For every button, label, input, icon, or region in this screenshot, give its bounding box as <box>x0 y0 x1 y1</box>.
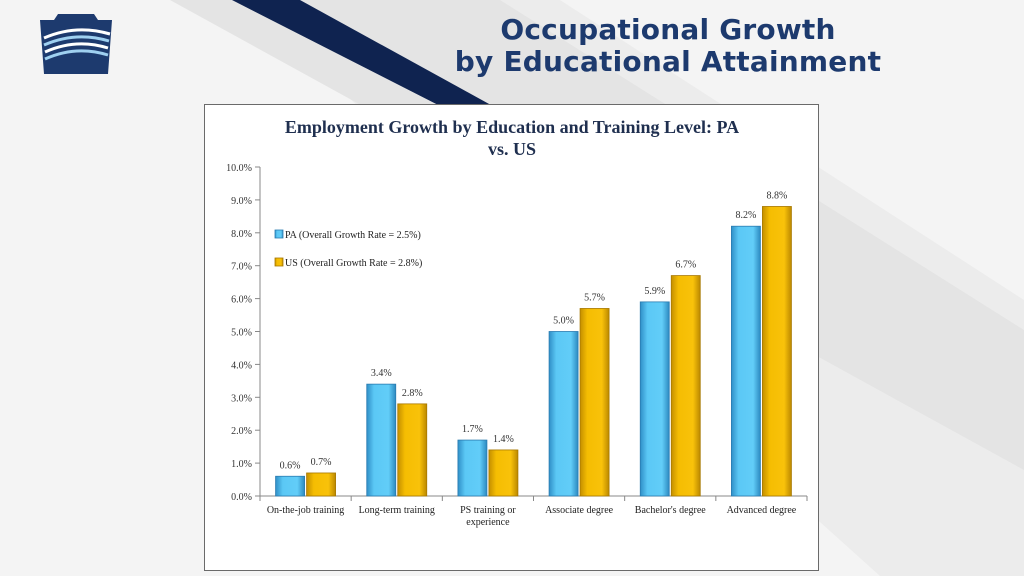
us-bar <box>670 275 701 497</box>
us-data-label: 8.8% <box>766 190 787 201</box>
pa-bar <box>639 301 670 497</box>
y-tick-label: 0.0% <box>231 492 252 503</box>
us-data-label: 2.8% <box>402 388 423 399</box>
legend-us-swatch <box>274 257 284 267</box>
us-bar <box>762 206 792 497</box>
y-tick-label: 1.0% <box>231 459 252 470</box>
us-data-label: 6.7% <box>675 260 696 271</box>
y-tick-label: 9.0% <box>231 196 252 207</box>
us-bar <box>488 449 519 497</box>
y-tick-label: 2.0% <box>231 426 252 437</box>
us-bar <box>306 472 336 497</box>
legend-pa-swatch <box>274 229 284 239</box>
x-category-label: Associate degree <box>545 505 614 516</box>
us-bar <box>579 308 610 497</box>
x-category-label: experience <box>466 517 510 528</box>
legend-us-label: US (Overall Growth Rate = 2.8%) <box>285 258 422 269</box>
x-category-label: Long-term training <box>359 505 435 516</box>
pa-data-label: 5.9% <box>644 286 665 297</box>
pa-data-label: 0.6% <box>280 460 301 471</box>
x-category-label: Bachelor's degree <box>635 505 706 516</box>
us-data-label: 1.4% <box>493 434 514 445</box>
bar-chart: Employment Growth by Education and Train… <box>226 117 808 528</box>
y-tick-label: 5.0% <box>231 328 252 339</box>
x-category-label: PS training or <box>460 505 516 516</box>
slide-title: Occupational Growth by Educational Attai… <box>440 14 896 78</box>
background-navy-stripe <box>232 0 500 110</box>
pa-bar <box>548 331 579 497</box>
pa-data-label: 1.7% <box>462 424 483 435</box>
x-category-label: On-the-job training <box>267 505 344 516</box>
y-tick-label: 6.0% <box>231 295 252 306</box>
x-category-label: Advanced degree <box>727 505 797 516</box>
y-tick-label: 8.0% <box>231 229 252 240</box>
y-tick-label: 3.0% <box>231 393 252 404</box>
chart-container: Employment Growth by Education and Train… <box>204 104 819 571</box>
pa-bar <box>366 383 397 497</box>
slide-title-line-2: by Educational Attainment <box>454 45 882 78</box>
us-data-label: 5.7% <box>584 292 605 303</box>
chart-title-line-2: vs. US <box>488 139 536 159</box>
keystone-logo-icon <box>40 14 112 74</box>
legend-pa-label: PA (Overall Growth Rate = 2.5%) <box>285 230 421 241</box>
pa-data-label: 3.4% <box>371 368 392 379</box>
us-bar <box>397 403 428 497</box>
y-tick-label: 10.0% <box>226 163 252 174</box>
chart-title-line-1: Employment Growth by Education and Train… <box>285 117 739 137</box>
pa-bar <box>731 225 761 497</box>
pa-bar <box>457 439 488 497</box>
us-data-label: 0.7% <box>311 457 332 468</box>
plot-area: 0.0% 1.0% 2.0% 3.0% 4.0% 5.0% 6.0% 7.0% 8.0% 9.0%… <box>226 163 808 528</box>
pa-data-label: 5.0% <box>553 316 574 327</box>
pa-bar <box>275 475 305 497</box>
y-tick-label: 7.0% <box>231 262 252 273</box>
slide-title-line-1: Occupational Growth <box>500 13 836 46</box>
y-tick-label: 4.0% <box>231 360 252 371</box>
pa-data-label: 8.2% <box>735 210 756 221</box>
